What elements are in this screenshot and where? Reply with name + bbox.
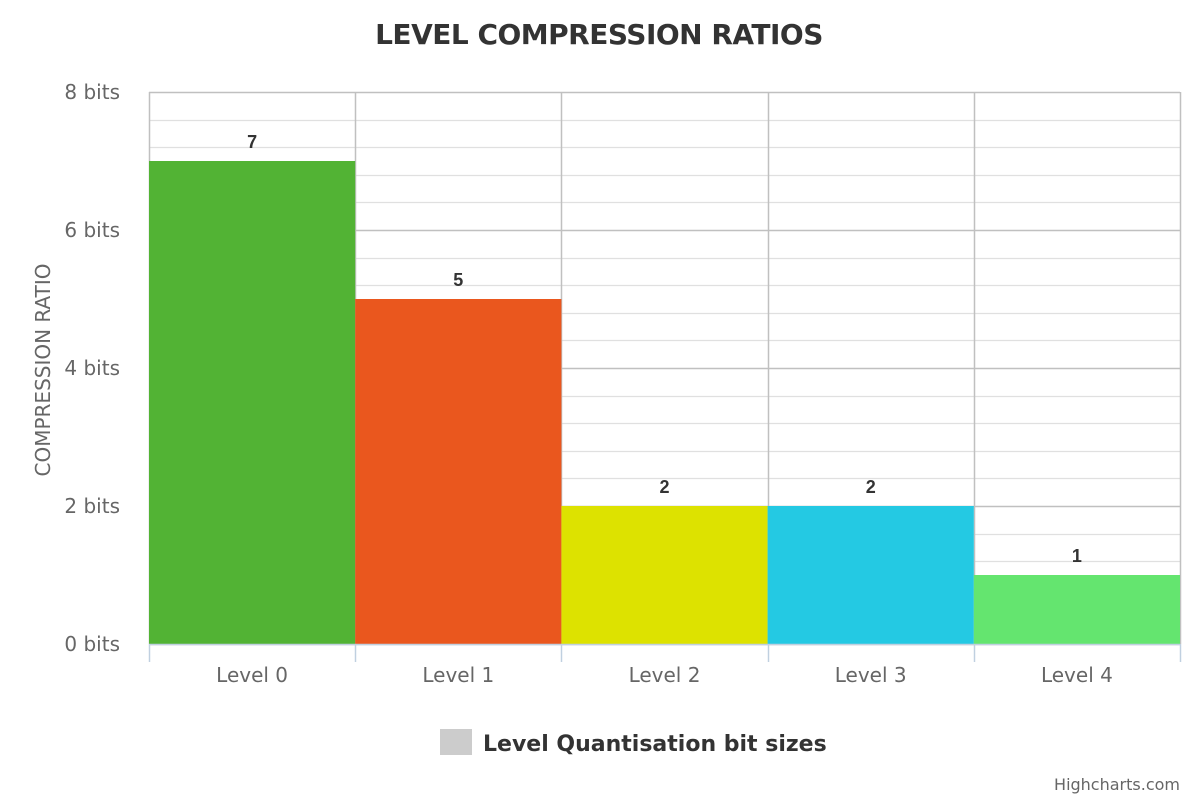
chart-title: LEVEL COMPRESSION RATIOS xyxy=(375,18,823,51)
x-tick-label: Level 1 xyxy=(422,663,494,687)
credits-link[interactable]: Highcharts.com xyxy=(1054,775,1180,794)
data-labels: 7 5 2 2 1 xyxy=(247,132,1082,566)
y-axis-ticks: 0 bits 2 bits 4 bits 6 bits 8 bits xyxy=(64,80,120,656)
legend-label[interactable]: Level Quantisation bit sizes xyxy=(483,732,827,757)
x-tick-label: Level 3 xyxy=(835,663,907,687)
bar-level-4[interactable] xyxy=(973,575,1180,644)
x-axis-ticks: Level 0 Level 1 Level 2 Level 3 Level 4 xyxy=(148,643,1182,687)
y-tick-label: 2 bits xyxy=(64,494,120,518)
legend-swatch[interactable] xyxy=(440,729,472,755)
legend[interactable]: Level Quantisation bit sizes xyxy=(440,729,827,757)
data-label: 7 xyxy=(247,132,257,152)
data-label: 5 xyxy=(453,270,463,290)
data-label: 2 xyxy=(659,477,669,497)
x-tick-label: Level 4 xyxy=(1041,663,1113,687)
y-tick-label: 0 bits xyxy=(64,632,120,656)
bar-level-0[interactable] xyxy=(149,161,356,644)
bar-level-2[interactable] xyxy=(561,506,768,644)
bars xyxy=(149,161,1180,644)
bar-level-1[interactable] xyxy=(355,299,562,644)
x-tick-label: Level 2 xyxy=(629,663,701,687)
y-axis-title: COMPRESSION RATIO xyxy=(31,264,55,477)
y-tick-label: 4 bits xyxy=(64,356,120,380)
bar-level-3[interactable] xyxy=(767,506,974,644)
x-tick-label: Level 0 xyxy=(216,663,288,687)
data-label: 1 xyxy=(1072,546,1082,566)
y-tick-label: 8 bits xyxy=(64,80,120,104)
data-label: 2 xyxy=(866,477,876,497)
y-tick-label: 6 bits xyxy=(64,218,120,242)
